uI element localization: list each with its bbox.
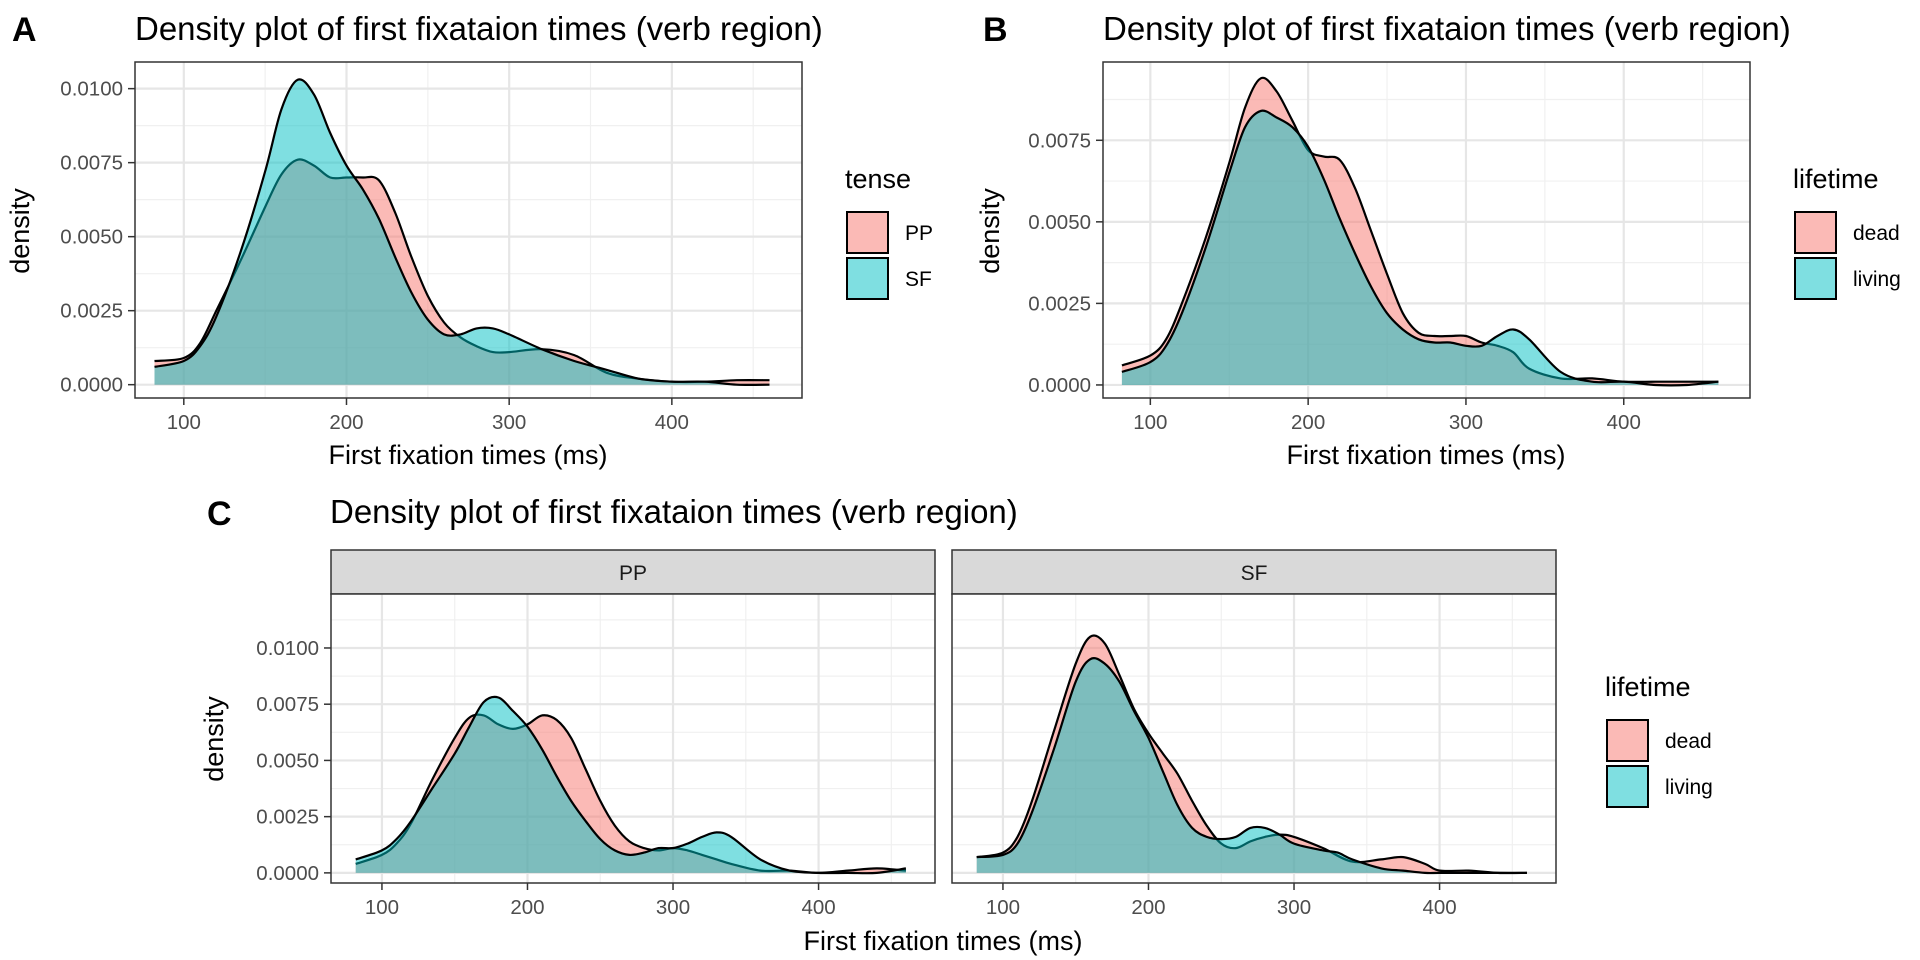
facet-strip-c-sf [951, 549, 1557, 595]
x-tick-label-b: 300 [1449, 411, 1483, 434]
x-axis-title-a: First fixation times (ms) [328, 440, 607, 470]
x-axis-title-c: First fixation times (ms) [803, 926, 1082, 956]
plot-area-c-pp: PP 100 200 300 400 0.0000 0.0025 0.0050 0.0075 0.… [199, 549, 1083, 956]
density-line-living-c-pp [355, 695, 907, 875]
x-tick-label-c-sf: 300 [1277, 896, 1311, 919]
y-axis-title-b: density [975, 188, 1005, 274]
y-tick-label-c-pp: 0.0100 [256, 637, 319, 660]
density-line-dead-c-sf [976, 634, 1527, 875]
y-tick-label-a: 0.0075 [60, 152, 123, 175]
x-tick-label-a: 400 [655, 411, 689, 434]
legend-key-living-b [1794, 257, 1837, 300]
x-tick-label-c-pp: 400 [801, 896, 835, 919]
panel-letter-a: A [12, 11, 37, 49]
panel-b: B Density plot of first fixataion times … [975, 10, 1901, 470]
legend-a: tense PP SF [845, 164, 933, 300]
plot-area-c-sf: SF 100 200 300 400 [951, 549, 1557, 919]
legend-title-b: lifetime [1793, 164, 1879, 194]
chart-title-b: Density plot of first fixataion times (v… [1103, 10, 1791, 47]
x-tick-label-a: 100 [167, 411, 201, 434]
y-tick-label-b: 0.0075 [1028, 129, 1091, 152]
x-tick-label-b: 100 [1133, 411, 1167, 434]
x-tick-label-c-pp: 200 [510, 896, 544, 919]
x-tick-label-b: 200 [1291, 411, 1325, 434]
y-tick-label-a: 0.0000 [60, 374, 123, 397]
legend-title-c: lifetime [1605, 672, 1691, 702]
panel-letter-b: B [983, 11, 1008, 49]
legend-key-dead-b [1794, 211, 1837, 254]
y-axis-title-c: density [199, 696, 229, 782]
legend-key-living-c [1606, 765, 1649, 808]
y-tick-label-c-pp: 0.0025 [256, 806, 319, 829]
legend-key-pp-a [846, 211, 889, 254]
density-area-living-b [1121, 110, 1719, 386]
y-axis-title-a: density [5, 188, 35, 274]
y-tick-label-b: 0.0050 [1028, 211, 1091, 234]
facet-strip-label-c-sf: SF [1241, 562, 1268, 585]
facet-strip-c-pp [330, 549, 936, 595]
x-axis-title-b: First fixation times (ms) [1286, 440, 1565, 470]
legend-b: lifetime dead living [1793, 164, 1901, 300]
legend-label-living-b: living [1853, 268, 1901, 291]
density-area-living-c-pp [355, 696, 906, 874]
x-tick-label-a: 200 [329, 411, 363, 434]
legend-key-dead-c [1606, 719, 1649, 762]
legend-label-pp-a: PP [905, 222, 933, 245]
density-area-sf-a [154, 79, 770, 385]
legend-title-a: tense [845, 164, 911, 194]
panel-letter-c: C [207, 495, 232, 533]
plot-area-b: 100 200 300 400 0.0000 0.0025 0.0050 0.0075 Firs… [975, 61, 1751, 470]
density-line-living-c-sf [976, 657, 1527, 875]
x-tick-label-b: 400 [1607, 411, 1641, 434]
panel-c: C Density plot of first fixataion times … [199, 493, 1713, 956]
x-tick-label-a: 300 [492, 411, 526, 434]
x-tick-label-c-pp: 100 [365, 896, 399, 919]
panel-border-a [134, 61, 803, 399]
legend-label-dead-b: dead [1853, 222, 1900, 245]
legend-label-living-c: living [1665, 776, 1713, 799]
legend-label-dead-c: dead [1665, 730, 1712, 753]
x-tick-label-c-sf: 200 [1131, 896, 1165, 919]
y-tick-label-a: 0.0050 [60, 226, 123, 249]
legend-key-sf-a [846, 257, 889, 300]
x-tick-label-c-sf: 100 [986, 896, 1020, 919]
y-tick-label-a: 0.0025 [60, 300, 123, 323]
density-line-living-b [1121, 109, 1719, 387]
y-tick-label-c-pp: 0.0050 [256, 749, 319, 772]
y-tick-label-c-pp: 0.0075 [256, 693, 319, 716]
density-line-sf-a [154, 78, 770, 387]
facet-strip-label-c-pp: PP [619, 562, 647, 585]
legend-c: lifetime dead living [1605, 672, 1713, 808]
y-tick-label-b: 0.0025 [1028, 292, 1091, 315]
plot-area-a: 100 200 300 400 0.0000 0.0025 0.0050 0.0075 0.01… [5, 61, 803, 470]
y-tick-label-c-pp: 0.0000 [256, 862, 319, 885]
x-tick-label-c-pp: 300 [656, 896, 690, 919]
chart-title-a: Density plot of first fixataion times (v… [135, 10, 823, 47]
density-area-living-c-sf [976, 658, 1527, 874]
legend-label-sf-a: SF [905, 268, 932, 291]
chart-title-c: Density plot of first fixataion times (v… [330, 493, 1018, 530]
panel-border-c-pp [330, 593, 936, 884]
panel-border-b [1102, 61, 1751, 399]
panel-a: A Density plot of first fixataion times … [5, 10, 933, 470]
y-tick-label-b: 0.0000 [1028, 374, 1091, 397]
panel-border-c-sf [951, 593, 1557, 884]
y-tick-label-a: 0.0100 [60, 78, 123, 101]
x-tick-label-c-sf: 400 [1422, 896, 1456, 919]
